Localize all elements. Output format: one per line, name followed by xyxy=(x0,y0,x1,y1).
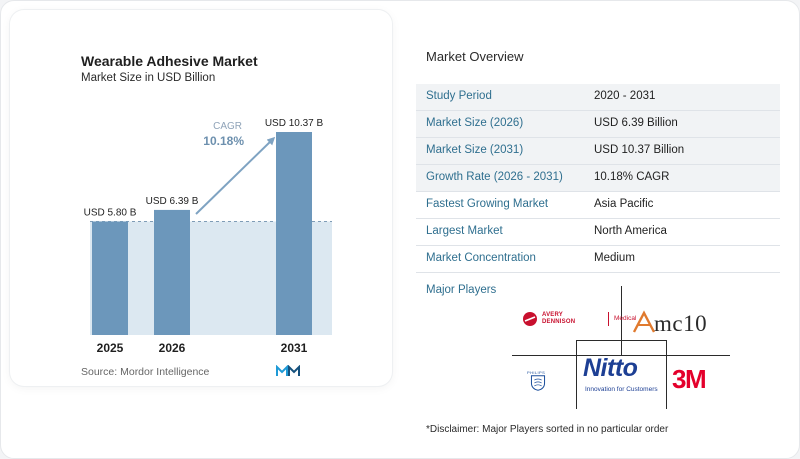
overview-value: 2020 - 2031 xyxy=(594,90,656,102)
chart-title: Wearable Adhesive Market xyxy=(81,53,258,69)
cagr-value: 10.18% xyxy=(203,134,244,148)
overview-row: Study Period 2020 - 2031 xyxy=(416,84,780,111)
overview-value: 10.18% CAGR xyxy=(594,171,670,183)
category-label-2025: 2025 xyxy=(97,341,124,355)
overview-label: Study Period xyxy=(426,90,492,102)
overview-table: Study Period 2020 - 2031 Market Size (20… xyxy=(416,84,780,273)
disclaimer-text: *Disclaimer: Major Players sorted in no … xyxy=(426,424,669,435)
bar-2025 xyxy=(92,221,128,335)
overview-title: Market Overview xyxy=(426,49,524,64)
source-text: Source: Mordor Intelligence xyxy=(81,366,210,378)
overview-value: Asia Pacific xyxy=(594,198,654,210)
data-label-2026: USD 6.39 B xyxy=(146,196,199,207)
bar-2026 xyxy=(154,209,190,335)
bar-2031 xyxy=(276,132,312,335)
mc10-triangle-icon xyxy=(632,310,656,333)
cagr-arrow xyxy=(195,136,276,215)
overview-row: Market Size (2026) USD 6.39 Billion xyxy=(416,111,780,138)
bar-chart: USD 5.80 B 2025 USD 6.39 B 2026 USD 10.37 B 2… xyxy=(84,118,332,355)
overview-row: Market Concentration Medium xyxy=(416,246,780,273)
data-label-2031: USD 10.37 B xyxy=(265,118,324,129)
overview-label: Market Size (2031) xyxy=(426,144,524,156)
avery-dennison-icon xyxy=(523,312,537,326)
philips-wordmark: PHILIPS xyxy=(527,370,546,375)
mc10-logo: mc10 xyxy=(632,310,727,336)
avery-dennison-logo: AVERY DENNISON Medical xyxy=(522,309,637,331)
avery-separator xyxy=(608,312,609,326)
cagr-label: CAGR xyxy=(213,121,242,132)
overview-row: Fastest Growing Market Asia Pacific xyxy=(416,192,780,219)
overview-label: Fastest Growing Market xyxy=(426,198,549,210)
overview-value: North America xyxy=(594,225,667,237)
overview-value: USD 6.39 Billion xyxy=(594,117,678,129)
players-grid-divider xyxy=(621,286,622,355)
players-grid-divider xyxy=(512,355,730,356)
3m-logo: 3M xyxy=(672,364,707,394)
nitto-wordmark: Nitto xyxy=(583,354,638,382)
overview-row: Largest Market North America xyxy=(416,219,780,246)
overview-value: Medium xyxy=(594,252,635,264)
overview-label: Market Concentration xyxy=(426,252,536,264)
overview-label: Largest Market xyxy=(426,225,503,237)
category-label-2031: 2031 xyxy=(281,341,308,355)
overview-label: Market Size (2026) xyxy=(426,117,524,129)
mc10-wordmark: mc10 xyxy=(654,311,708,336)
players-grid-divider xyxy=(666,340,667,409)
philips-shield-icon xyxy=(530,375,546,391)
nitto-logo: Nitto Innovation for Customers xyxy=(577,350,667,406)
overview-row: Growth Rate (2026 - 2031) 10.18% CAGR xyxy=(416,165,780,192)
chart-subtitle: Market Size in USD Billion xyxy=(81,72,216,84)
data-label-2025: USD 5.80 B xyxy=(84,207,137,218)
avery-dennison-wordmark: AVERY DENNISON xyxy=(542,312,576,325)
players-grid-divider xyxy=(576,340,577,409)
overview-label: Growth Rate (2026 - 2031) xyxy=(426,171,563,183)
overview-value: USD 10.37 Billion xyxy=(594,144,685,156)
overview-row: Market Size (2031) USD 10.37 Billion xyxy=(416,138,780,165)
mordor-logo-icon xyxy=(276,365,300,376)
players-grid-divider xyxy=(576,340,667,341)
avery-tagline: Medical xyxy=(614,315,637,322)
major-players-title: Major Players xyxy=(426,284,497,296)
nitto-tagline: Innovation for Customers xyxy=(585,386,658,393)
philips-logo: PHILIPS xyxy=(527,370,549,392)
category-label-2026: 2026 xyxy=(159,341,186,355)
